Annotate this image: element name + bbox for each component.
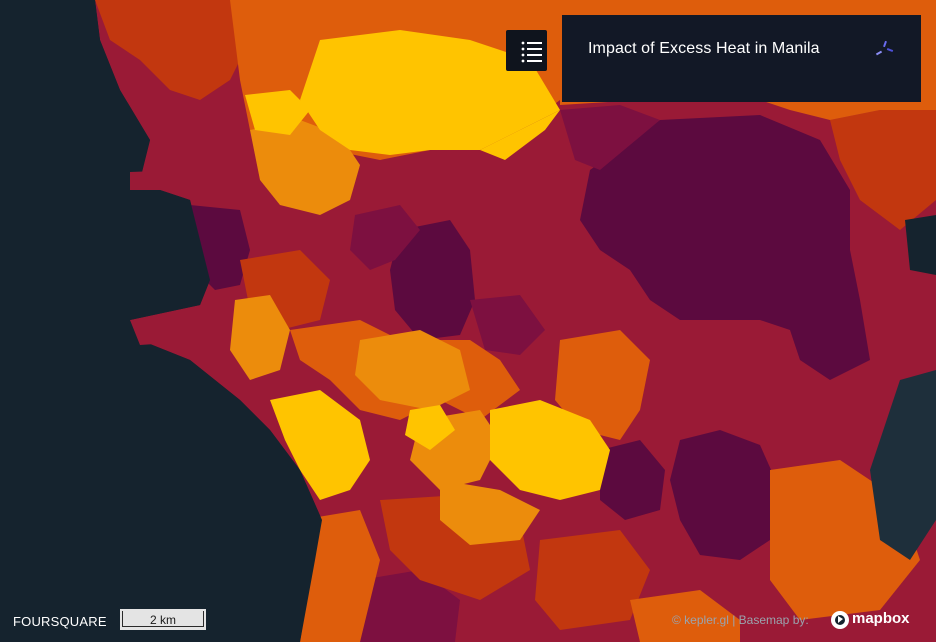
heat-zone-elevated-south <box>555 330 650 440</box>
heat-zone-extreme-central <box>390 220 475 340</box>
bay-water <box>0 0 322 642</box>
heat-zone-low-southwest <box>270 390 370 500</box>
heat-zone-high-south <box>535 530 650 630</box>
heat-zone-moderate-center <box>355 330 470 410</box>
scale-bar: 2 km <box>120 609 206 630</box>
heat-zone-very-high-north <box>560 105 660 170</box>
loading-spinner-icon <box>875 40 894 56</box>
scale-bar-line <box>122 611 204 627</box>
heat-zone-low-wedge <box>480 110 560 160</box>
harbor-breakwater <box>130 318 215 345</box>
heat-zone-very-high-center <box>350 205 420 270</box>
heat-zone-extreme-south <box>600 440 665 520</box>
heat-zone-extreme-southeast <box>670 430 780 560</box>
heat-zone-low-northwest <box>245 90 310 135</box>
heat-zone-moderate-south <box>440 480 540 545</box>
attribution-separator: | Basemap by: <box>728 613 809 627</box>
heat-zone-elevated-far-south <box>630 590 740 642</box>
heat-zone-very-high-midsouth <box>470 295 545 355</box>
mapbox-icon <box>831 611 849 629</box>
pier <box>130 170 190 190</box>
attribution: © kepler.gl | Basemap by: <box>672 613 809 627</box>
heat-zone-moderate-midwest <box>230 295 290 380</box>
brand-label: FOURSQUARE <box>13 614 107 629</box>
legend-toggle-button[interactable] <box>506 30 547 71</box>
east-river <box>905 215 936 275</box>
kepler-link[interactable]: © kepler.gl <box>672 613 729 627</box>
scale-label: 2 km <box>149 613 176 627</box>
map-title: Impact of Excess Heat in Manila <box>588 40 820 57</box>
map-title-panel: Impact of Excess Heat in Manila <box>562 15 921 102</box>
heat-zone-low-north <box>300 30 560 155</box>
list-icon <box>521 41 542 63</box>
heat-zone-low-south <box>490 400 610 500</box>
heat-zone-high-east <box>830 110 936 230</box>
heat-zone-very-high-southwest <box>360 570 460 642</box>
heat-zone-high-northwest <box>95 0 250 100</box>
heat-zone-elevated-southwest <box>300 510 380 642</box>
east-land-edge <box>870 370 936 560</box>
mapbox-logo[interactable]: mapbox <box>830 608 926 632</box>
heat-zone-extreme-east <box>580 115 870 380</box>
heat-zone-moderate-north <box>250 120 360 215</box>
mapbox-wordmark: mapbox <box>852 610 910 627</box>
heat-zone-low-center <box>405 405 455 450</box>
